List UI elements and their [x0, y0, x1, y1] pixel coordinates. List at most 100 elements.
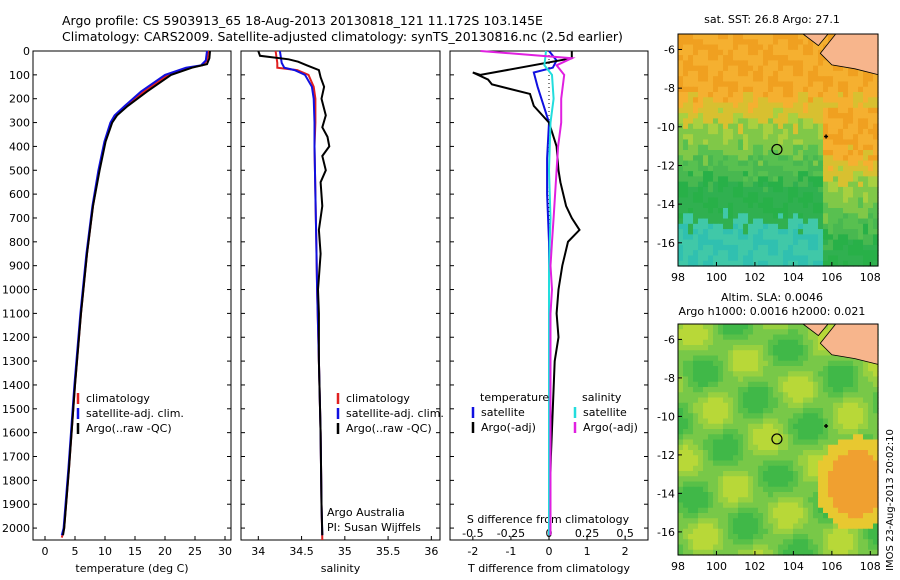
- map-cell: [843, 218, 849, 225]
- map-cell: [728, 528, 734, 535]
- map-cell: [853, 534, 859, 540]
- map-cell: [788, 513, 794, 519]
- map-cell: [778, 465, 784, 472]
- map-cell: [733, 176, 739, 183]
- map-cell: [723, 371, 729, 378]
- map-cell: [693, 371, 699, 378]
- map-cell: [793, 102, 799, 109]
- map-cell: [868, 544, 874, 551]
- map-cell: [708, 144, 714, 151]
- map-cell: [688, 528, 694, 535]
- map-cell: [763, 60, 769, 67]
- map-cell: [713, 324, 719, 330]
- map-cell: [828, 366, 834, 372]
- map-title-line2: Argo h1000: 0.0016 h2000: 0.021: [679, 305, 866, 318]
- map-cell: [863, 444, 869, 451]
- map-cell: [773, 250, 779, 257]
- map-cell: [773, 371, 779, 378]
- map-cell: [778, 165, 784, 172]
- map-cell: [843, 507, 849, 514]
- map-cell: [858, 402, 864, 409]
- map-cell: [713, 239, 719, 246]
- map-cell: [798, 44, 804, 51]
- map-cell: [798, 402, 804, 409]
- map-cell: [813, 134, 819, 141]
- map-cell: [803, 481, 809, 488]
- map-cell: [743, 150, 749, 156]
- map-cell: [838, 160, 844, 167]
- map-cell: [763, 434, 769, 441]
- map-cell: [848, 397, 854, 404]
- map-cell: [678, 371, 684, 378]
- map-cell: [823, 439, 829, 446]
- map-cell: [748, 324, 754, 330]
- map-cell: [818, 408, 824, 414]
- map-cell: [748, 423, 754, 430]
- map-cell: [828, 481, 834, 488]
- map-cell: [828, 176, 834, 183]
- map-cell: [783, 118, 789, 125]
- legend-label: climatology: [346, 392, 410, 405]
- map-cell: [683, 513, 689, 519]
- legend-label: satellite: [583, 406, 627, 419]
- map-cell: [838, 429, 844, 435]
- map-cell: [788, 250, 794, 257]
- map-cell: [813, 76, 819, 83]
- map-cell: [728, 434, 734, 441]
- map-cell: [738, 118, 744, 125]
- map-cell: [743, 165, 749, 172]
- map-cell: [803, 502, 809, 509]
- map-cell: [723, 102, 729, 109]
- map-cell: [783, 55, 789, 61]
- map-cell: [758, 434, 764, 441]
- map-cell: [713, 392, 719, 399]
- map-cell: [843, 229, 849, 235]
- map-cell: [753, 181, 759, 188]
- map-cell: [823, 250, 829, 257]
- map-cell: [698, 402, 704, 409]
- map-cell: [758, 423, 764, 430]
- map-cell: [823, 397, 829, 404]
- x-tick-label: 34.5: [289, 545, 314, 558]
- map-cell: [753, 186, 759, 193]
- map-cell: [853, 208, 859, 214]
- map-cell: [748, 402, 754, 409]
- map-cell: [718, 155, 724, 162]
- map-cell: [753, 76, 759, 83]
- map-cell: [703, 155, 709, 162]
- map-cell: [713, 260, 719, 267]
- map-cell: [838, 397, 844, 404]
- map-cell: [733, 181, 739, 188]
- map-cell: [728, 502, 734, 509]
- map-cell: [783, 371, 789, 378]
- map-cell: [828, 513, 834, 519]
- map-cell: [838, 81, 844, 88]
- map-cell: [678, 97, 684, 104]
- map-cell: [708, 92, 714, 98]
- map-cell: [708, 528, 714, 535]
- map-cell: [738, 486, 744, 493]
- map-cell: [858, 70, 864, 77]
- map-cell: [773, 324, 779, 330]
- map-cell: [748, 139, 754, 146]
- map-cell: [873, 208, 879, 214]
- map-cell: [848, 97, 854, 104]
- map-cell: [848, 155, 854, 162]
- map-cell: [703, 213, 709, 220]
- map-cell: [818, 239, 824, 246]
- map-cell: [873, 397, 879, 404]
- map-cell: [788, 150, 794, 156]
- map-cell: [788, 208, 794, 214]
- map-cell: [833, 507, 839, 514]
- map-cell: [703, 324, 709, 330]
- map-cell: [833, 229, 839, 235]
- map-cell: [733, 345, 739, 351]
- map-cell: [693, 128, 699, 135]
- map-cell: [828, 202, 834, 209]
- map-cell: [773, 186, 779, 193]
- map-cell: [718, 160, 724, 167]
- map-cell: [743, 97, 749, 104]
- map-cell: [838, 486, 844, 493]
- map-cell: [713, 65, 719, 72]
- map-cell: [708, 70, 714, 77]
